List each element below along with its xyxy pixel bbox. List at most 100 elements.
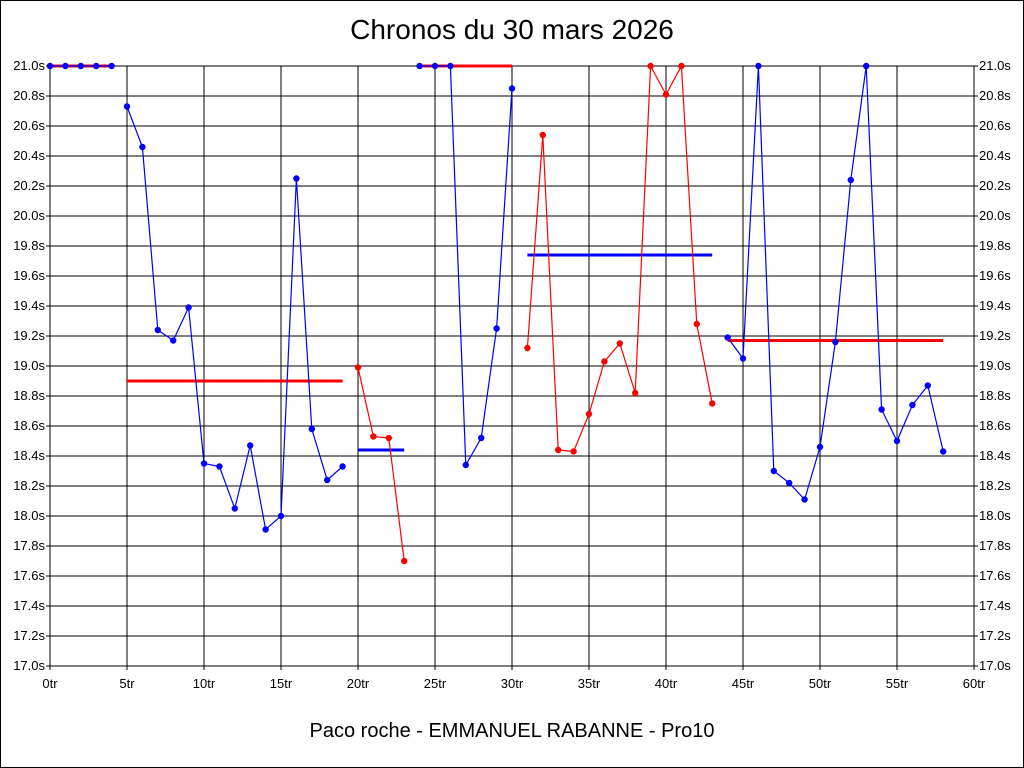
data-point <box>354 364 362 371</box>
data-point <box>277 512 285 520</box>
y-tick-label-right: 19.2s <box>979 328 1011 343</box>
data-point <box>770 467 777 475</box>
data-point <box>416 62 423 70</box>
data-point <box>154 326 161 334</box>
series-line <box>526 63 713 453</box>
data-point <box>493 325 500 332</box>
y-tick-label-right: 19.0s <box>979 358 1011 373</box>
data-point <box>478 434 485 442</box>
data-point <box>878 406 885 413</box>
data-point <box>108 62 115 70</box>
data-point <box>508 85 516 92</box>
data-point <box>616 340 623 347</box>
data-point <box>370 433 377 440</box>
y-tick-label-left: 17.4s <box>13 598 45 613</box>
y-tick-label-right: 17.2s <box>979 628 1011 643</box>
data-point <box>832 338 839 346</box>
data-point <box>46 62 54 70</box>
y-tick-label-left: 20.4s <box>13 148 45 163</box>
x-tick-label: 45tr <box>732 676 755 691</box>
y-tick-label-left: 19.4s <box>13 298 45 313</box>
data-point <box>77 62 85 70</box>
data-point <box>940 448 947 455</box>
data-point <box>755 62 762 70</box>
y-tick-label-left: 18.0s <box>13 508 45 523</box>
y-tick-label-left: 20.2s <box>13 178 45 193</box>
series-line <box>126 106 343 531</box>
data-point <box>308 425 315 433</box>
x-tick-label: 0tr <box>42 676 58 691</box>
y-tick-label-left: 17.0s <box>13 658 45 673</box>
data-point <box>739 355 747 362</box>
data-point <box>462 461 469 469</box>
data-point <box>185 304 192 311</box>
y-tick-label-right: 20.0s <box>979 208 1011 223</box>
y-tick-label-right: 20.2s <box>979 178 1011 193</box>
y-tick-label-right: 21.0s <box>979 58 1011 73</box>
x-tick-label: 50tr <box>809 676 832 691</box>
chart-footer: Paco roche - EMMANUEL RABANNE - Pro10 <box>309 720 715 742</box>
data-point <box>585 410 593 418</box>
data-point <box>123 103 131 110</box>
data-point <box>909 401 916 409</box>
data-point <box>632 389 639 397</box>
data-point <box>385 434 392 442</box>
data-point <box>786 479 793 487</box>
data-point <box>801 496 808 503</box>
x-tick-label: 10tr <box>193 676 216 691</box>
data-point <box>62 62 69 70</box>
y-tick-label-left: 18.8s <box>13 388 45 403</box>
data-point <box>262 526 269 533</box>
y-tick-label-right: 17.6s <box>979 568 1011 583</box>
data-point <box>678 62 685 70</box>
data-point <box>662 91 670 98</box>
data-point <box>401 557 408 565</box>
data-point <box>93 62 100 70</box>
y-tick-label-left: 17.2s <box>13 628 45 643</box>
y-tick-label-right: 19.4s <box>979 298 1011 313</box>
data-point <box>709 400 716 407</box>
y-tick-label-right: 20.8s <box>979 88 1011 103</box>
x-tick-label: 30tr <box>501 676 524 691</box>
data-point <box>524 344 531 352</box>
y-tick-label-left: 19.8s <box>13 238 45 253</box>
y-tick-label-right: 19.6s <box>979 268 1011 283</box>
data-point <box>893 437 901 445</box>
y-tick-label-right: 20.4s <box>979 148 1011 163</box>
series-line <box>727 65 944 501</box>
y-tick-label-left: 18.4s <box>13 448 45 463</box>
y-tick-label-right: 18.6s <box>979 418 1011 433</box>
y-tick-label-right: 18.8s <box>979 388 1011 403</box>
y-tick-label-left: 17.8s <box>13 538 45 553</box>
series-line <box>357 367 405 562</box>
y-tick-label-right: 18.0s <box>979 508 1011 523</box>
y-tick-label-left: 20.8s <box>13 88 45 103</box>
data-point <box>216 463 223 470</box>
data-point <box>924 382 931 389</box>
data-point <box>555 446 562 454</box>
chart-title: Chronos du 30 mars 2026 <box>350 14 674 45</box>
data-point <box>724 334 731 341</box>
data-point <box>339 463 346 470</box>
y-tick-label-right: 18.4s <box>979 448 1011 463</box>
x-tick-label: 20tr <box>347 676 370 691</box>
data-point <box>231 505 238 512</box>
data-point <box>816 443 824 451</box>
y-tick-label-left: 18.2s <box>13 478 45 493</box>
data-point <box>170 337 177 344</box>
y-tick-label-right: 19.8s <box>979 238 1011 253</box>
x-tick-label: 5tr <box>119 676 135 691</box>
y-tick-label-right: 17.0s <box>979 658 1011 673</box>
data-point <box>139 143 146 151</box>
data-point <box>647 62 654 70</box>
y-tick-label-right: 18.2s <box>979 478 1011 493</box>
data-point <box>431 62 439 70</box>
x-tick-label: 40tr <box>655 676 678 691</box>
data-point <box>847 176 854 184</box>
x-tick-label: 60tr <box>963 676 986 691</box>
y-tick-label-left: 17.6s <box>13 568 45 583</box>
data-point <box>539 131 546 139</box>
data-point <box>693 320 700 328</box>
y-tick-label-right: 17.8s <box>979 538 1011 553</box>
